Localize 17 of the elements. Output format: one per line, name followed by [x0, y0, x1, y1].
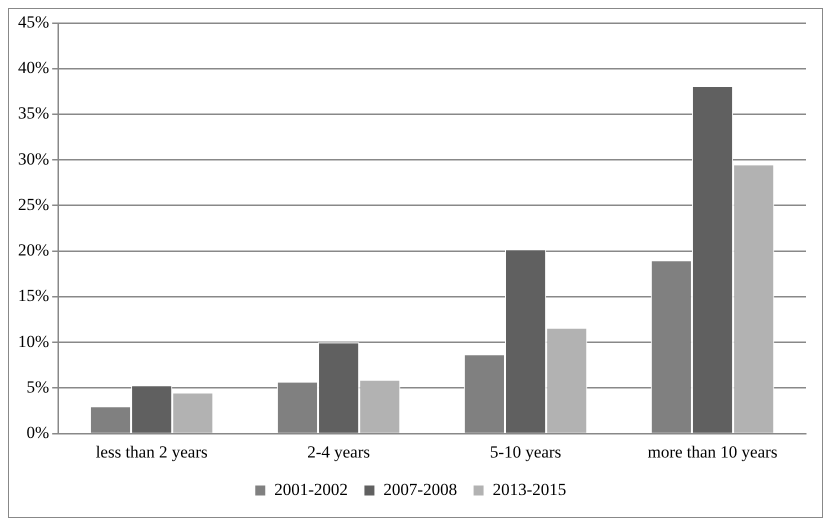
- y-tick-label: 15%: [18, 286, 50, 306]
- x-tick-label: less than 2 years: [96, 442, 208, 462]
- y-tick-label: 40%: [18, 58, 50, 78]
- legend-label: 2007-2008: [383, 480, 458, 499]
- x-tick-label: 2-4 years: [307, 442, 370, 462]
- legend-label: 2001-2002: [274, 480, 348, 499]
- y-tick-label: 35%: [18, 104, 50, 123]
- y-tick-label: 30%: [18, 149, 50, 168]
- y-tick-label: 25%: [18, 194, 50, 214]
- legend-label: 2013-2015: [492, 480, 566, 499]
- y-tick-label: 0%: [26, 423, 50, 442]
- y-tick-label: 5%: [26, 377, 50, 396]
- x-tick-label: more than 10 years: [648, 442, 778, 462]
- y-tick-label: 45%: [18, 12, 50, 32]
- y-tick-label: 20%: [18, 240, 50, 260]
- x-tick-label: 5-10 years: [490, 442, 562, 462]
- y-tick-label: 10%: [18, 332, 50, 351]
